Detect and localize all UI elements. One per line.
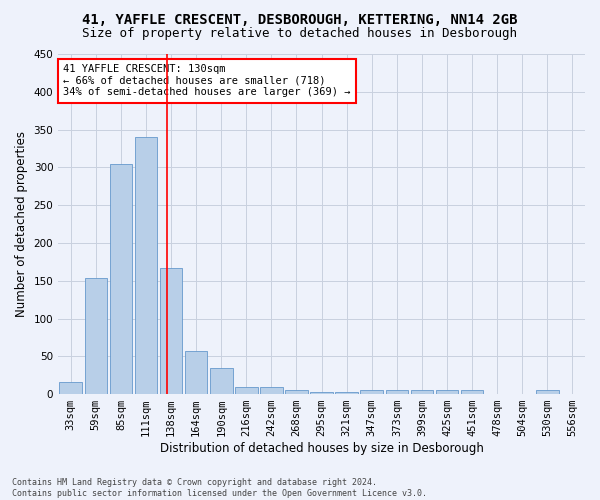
Bar (160, 268, 182, 394)
Bar (335, 392, 358, 394)
Bar (285, 390, 308, 394)
Text: Contains HM Land Registry data © Crown copyright and database right 2024.
Contai: Contains HM Land Registry data © Crown c… (12, 478, 427, 498)
Bar (110, 164, 132, 394)
Bar (85, 278, 107, 394)
Text: 41, YAFFLE CRESCENT, DESBOROUGH, KETTERING, NN14 2GB: 41, YAFFLE CRESCENT, DESBOROUGH, KETTERI… (82, 12, 518, 26)
Bar (361, 390, 383, 394)
Bar (461, 390, 484, 394)
X-axis label: Distribution of detached houses by size in Desborough: Distribution of detached houses by size … (160, 442, 484, 455)
Text: 41 YAFFLE CRESCENT: 130sqm
← 66% of detached houses are smaller (718)
34% of sem: 41 YAFFLE CRESCENT: 130sqm ← 66% of deta… (64, 64, 351, 98)
Bar (260, 388, 283, 394)
Bar (235, 386, 257, 394)
Bar (536, 390, 559, 394)
Bar (210, 368, 233, 394)
Bar (436, 390, 458, 394)
Text: Size of property relative to detached houses in Desborough: Size of property relative to detached ho… (83, 28, 517, 40)
Bar (134, 137, 157, 394)
Bar (386, 390, 408, 394)
Bar (185, 351, 208, 394)
Y-axis label: Number of detached properties: Number of detached properties (15, 131, 28, 317)
Bar (310, 392, 333, 394)
Bar (59, 382, 82, 394)
Bar (410, 390, 433, 394)
